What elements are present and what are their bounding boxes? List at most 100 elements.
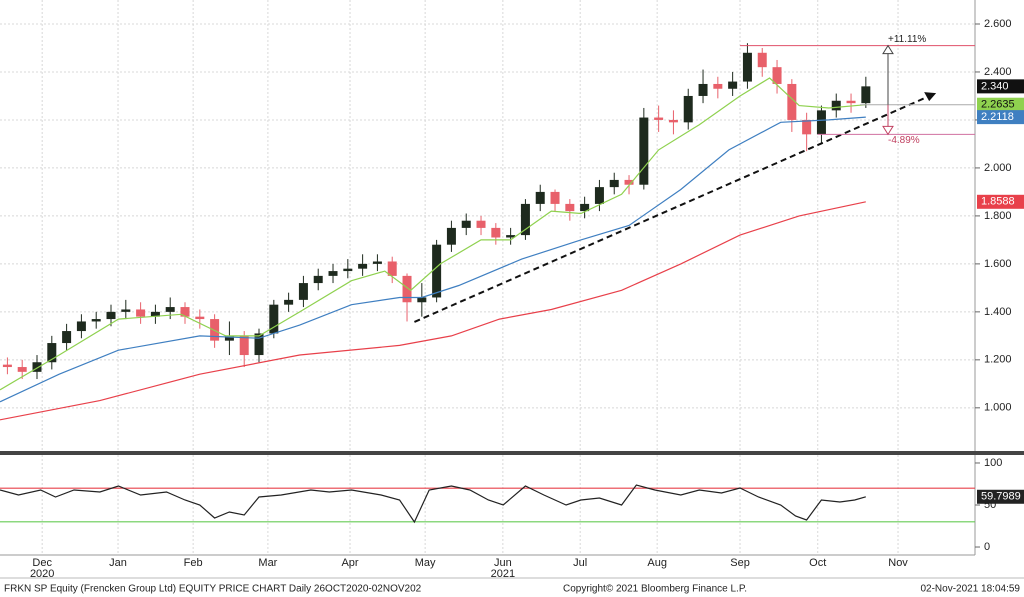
candle-body bbox=[594, 187, 604, 204]
candle-body bbox=[195, 316, 205, 320]
candle-body bbox=[76, 321, 86, 332]
candle-body bbox=[831, 100, 841, 111]
candle-body bbox=[165, 307, 175, 312]
candle-body bbox=[624, 179, 634, 185]
value-tag bbox=[977, 79, 1024, 94]
footer-right: 02-Nov-2021 18:04:59 bbox=[920, 584, 1020, 595]
candle-body bbox=[609, 179, 619, 188]
candle-body bbox=[17, 367, 27, 372]
candle-body bbox=[506, 235, 516, 238]
x-tick-label: Oct bbox=[809, 557, 826, 569]
y-tick-label: 100 bbox=[984, 457, 1002, 469]
x-tick-label: Apr bbox=[341, 557, 358, 569]
candle-body bbox=[846, 100, 856, 104]
candle-body bbox=[535, 191, 545, 204]
value-tag-label: 2.2635 bbox=[981, 99, 1015, 111]
value-tag bbox=[977, 97, 1024, 112]
annotation-label: -4.89% bbox=[888, 135, 920, 146]
candle-body bbox=[106, 311, 116, 320]
candle-body bbox=[180, 307, 190, 317]
candle-body bbox=[772, 67, 782, 84]
candle-body bbox=[550, 191, 560, 204]
candle-body bbox=[639, 117, 649, 185]
candle-body bbox=[654, 117, 664, 120]
candle-body bbox=[358, 263, 368, 269]
value-tag bbox=[977, 194, 1024, 209]
candle-body bbox=[816, 110, 826, 135]
moving-average bbox=[0, 201, 866, 421]
candle-body bbox=[565, 203, 575, 212]
trend-arrow bbox=[924, 92, 937, 102]
candle-body bbox=[284, 299, 294, 305]
candle-body bbox=[269, 304, 279, 334]
footer-left: FRKN SP Equity (Frencken Group Ltd) EQUI… bbox=[4, 584, 422, 595]
candle-body bbox=[668, 119, 678, 123]
x-tick-label: Feb bbox=[184, 557, 203, 569]
panel-divider bbox=[0, 451, 1024, 455]
x-tick-label: Nov bbox=[888, 557, 908, 569]
x-tick-label: Jan bbox=[109, 557, 127, 569]
value-tag bbox=[977, 489, 1024, 504]
trend-line bbox=[414, 92, 937, 323]
candle-body bbox=[520, 203, 530, 236]
x-tick-label: Sep bbox=[730, 557, 750, 569]
candle-body bbox=[387, 261, 397, 276]
candle-body bbox=[802, 119, 812, 135]
x-tick-label: Dec bbox=[32, 557, 52, 569]
value-tag bbox=[977, 110, 1024, 125]
candle-body bbox=[491, 227, 501, 238]
moving-average bbox=[0, 116, 866, 403]
y-tick-label: 2.000 bbox=[984, 162, 1012, 174]
candle-body bbox=[2, 364, 12, 368]
y-tick-label: 2.400 bbox=[984, 66, 1012, 78]
y-tick-label: 1.200 bbox=[984, 354, 1012, 366]
annotation-arrowhead bbox=[882, 44, 894, 55]
x-tick-label: Aug bbox=[647, 557, 667, 569]
candle-body bbox=[136, 309, 146, 317]
candle-body bbox=[402, 275, 412, 303]
candle-body bbox=[47, 343, 57, 363]
candle-body bbox=[432, 244, 442, 298]
candle-body bbox=[313, 275, 323, 284]
candle-body bbox=[742, 52, 752, 82]
candle-body bbox=[32, 362, 42, 372]
candle-body bbox=[224, 335, 234, 341]
candle-body bbox=[417, 297, 427, 303]
footer-center: Copyright© 2021 Bloomberg Finance L.P. bbox=[563, 584, 747, 595]
candle-body bbox=[446, 227, 456, 245]
candle-body bbox=[861, 86, 871, 104]
year-label: 2021 bbox=[491, 568, 515, 580]
candle-body bbox=[254, 333, 264, 356]
candle-body bbox=[683, 95, 693, 123]
candle-body bbox=[698, 83, 708, 96]
candle-body bbox=[328, 271, 338, 276]
candle-body bbox=[713, 83, 723, 89]
x-tick-label: Jun bbox=[494, 557, 512, 569]
candle-body bbox=[91, 319, 101, 322]
annotation-arrowhead bbox=[882, 125, 894, 136]
candle-body bbox=[476, 220, 486, 228]
candle-body bbox=[757, 52, 767, 68]
candle-body bbox=[372, 261, 382, 264]
value-tag-label: 2.2118 bbox=[981, 111, 1014, 123]
candle-body bbox=[62, 331, 72, 344]
y-tick-label: 1.000 bbox=[984, 402, 1012, 414]
y-tick-label: 1.800 bbox=[984, 210, 1012, 222]
x-tick-label: Mar bbox=[258, 557, 277, 569]
x-tick-label: May bbox=[415, 557, 436, 569]
candle-body bbox=[239, 335, 249, 356]
y-tick-label: 0 bbox=[984, 541, 990, 553]
year-label: 2020 bbox=[30, 568, 54, 580]
moving-average bbox=[0, 77, 866, 391]
value-tag-label: 59.7989 bbox=[981, 491, 1021, 503]
candle-body bbox=[150, 311, 160, 317]
candle-body bbox=[728, 81, 738, 89]
rsi bbox=[0, 484, 866, 524]
y-tick-label: 1.600 bbox=[984, 258, 1012, 270]
candle-body bbox=[121, 309, 131, 312]
candle-body bbox=[298, 283, 308, 300]
value-tag-label: 2.340 bbox=[981, 80, 1009, 92]
candle-body bbox=[343, 268, 353, 272]
